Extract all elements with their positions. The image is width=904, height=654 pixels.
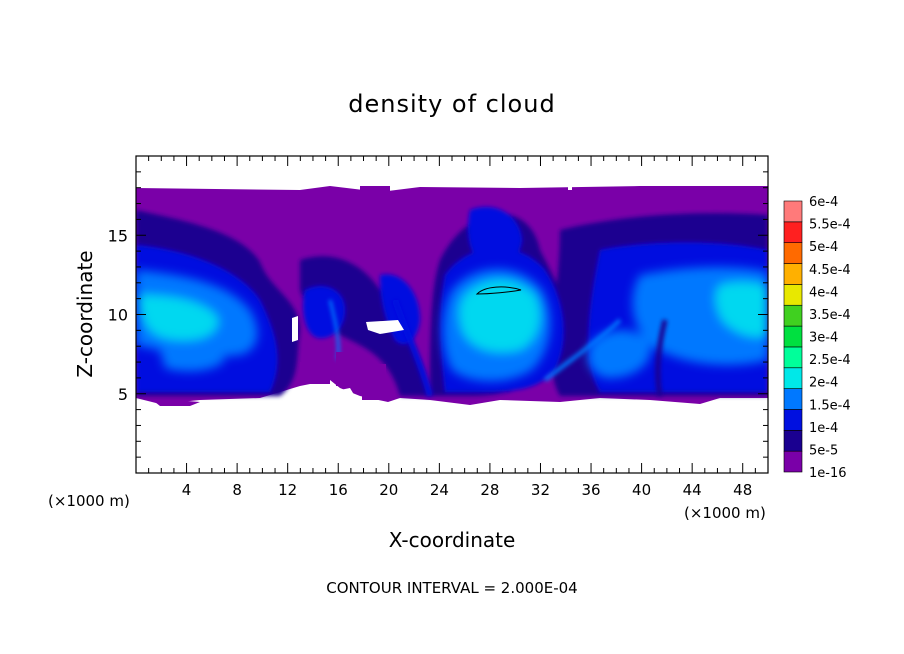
- x-tick-label: 4: [182, 481, 192, 499]
- y-tick-label: 5: [118, 385, 128, 404]
- x-tick-label: 48: [733, 481, 752, 499]
- x-unit-left: (×1000 m): [48, 492, 130, 510]
- x-tick-label: 16: [329, 481, 348, 499]
- colorbar-swatch: [783, 450, 803, 473]
- x-axis-tick-labels: 4 8 12 16 20 24 28 32 36 40 44 48: [182, 481, 752, 499]
- x-axis-ticks: [148, 156, 756, 473]
- x-tick-label: 44: [683, 481, 702, 499]
- contour-interval-note: CONTOUR INTERVAL = 2.000E-04: [326, 579, 577, 597]
- cloud-fragments: [300, 186, 416, 400]
- colorbar-swatch: [783, 430, 803, 452]
- colorbar-label: 5e-4: [809, 240, 838, 255]
- x-tick-label: 28: [480, 481, 499, 499]
- colorbar-label: 4.5e-4: [809, 263, 851, 278]
- y-axis-label: Z-coordinate: [73, 250, 97, 377]
- colorbar-swatch: [783, 325, 803, 348]
- cloud-density-field: [136, 186, 768, 406]
- colorbar-label: 3e-4: [809, 331, 838, 346]
- colorbar-swatch: [783, 221, 803, 243]
- colorbar-swatch: [783, 242, 803, 264]
- y-tick-label: 10: [108, 306, 128, 325]
- colorbar-label: 2.5e-4: [809, 353, 851, 368]
- colorbar-label: 1.5e-4: [809, 398, 851, 413]
- colorbar-swatch: [783, 346, 803, 369]
- colorbar-label: 3.5e-4: [809, 308, 851, 323]
- x-tick-label: 36: [581, 481, 600, 499]
- cloud-core-bright: [136, 267, 768, 382]
- colorbar-swatch: [783, 200, 803, 223]
- colorbar-swatch: [783, 409, 803, 431]
- colorbar-label: 6e-4: [809, 195, 838, 210]
- contour-line: [475, 286, 522, 295]
- x-tick-label: 32: [531, 481, 550, 499]
- x-tick-label: 12: [278, 481, 297, 499]
- chart-title: density of cloud: [348, 90, 555, 118]
- colorbar-swatch: [783, 263, 803, 285]
- colorbar-labels: 1e-16 5e-5 1e-4 1.5e-4 2e-4 2.5e-4 3e-4 3.5e-4 4…: [809, 195, 851, 481]
- colorbar-label: 1e-16: [809, 466, 847, 481]
- x-tick-label: 40: [632, 481, 651, 499]
- colorbar: [783, 200, 803, 473]
- y-tick-label: 15: [108, 226, 128, 245]
- x-tick-label: 24: [430, 481, 449, 499]
- colorbar-label: 2e-4: [809, 376, 838, 391]
- colorbar-label: 4e-4: [809, 285, 838, 300]
- x-axis-label: X-coordinate: [389, 528, 516, 552]
- y-axis-ticks: [136, 171, 768, 458]
- white-gaps: [292, 186, 572, 400]
- colorbar-swatch: [783, 284, 803, 306]
- colorbar-label: 5.5e-4: [809, 218, 851, 233]
- x-tick-label: 20: [379, 481, 398, 499]
- cloud-streaks: [328, 299, 668, 397]
- colorbar-swatch: [783, 388, 803, 410]
- colorbar-label: 5e-5: [809, 443, 838, 458]
- x-unit-right: (×1000 m): [684, 504, 766, 522]
- colorbar-swatch: [783, 367, 803, 389]
- x-tick-label: 8: [232, 481, 242, 499]
- y-axis-tick-labels: 5 10 15: [108, 226, 128, 404]
- colorbar-label: 1e-4: [809, 421, 838, 436]
- colorbar-swatch: [783, 304, 803, 327]
